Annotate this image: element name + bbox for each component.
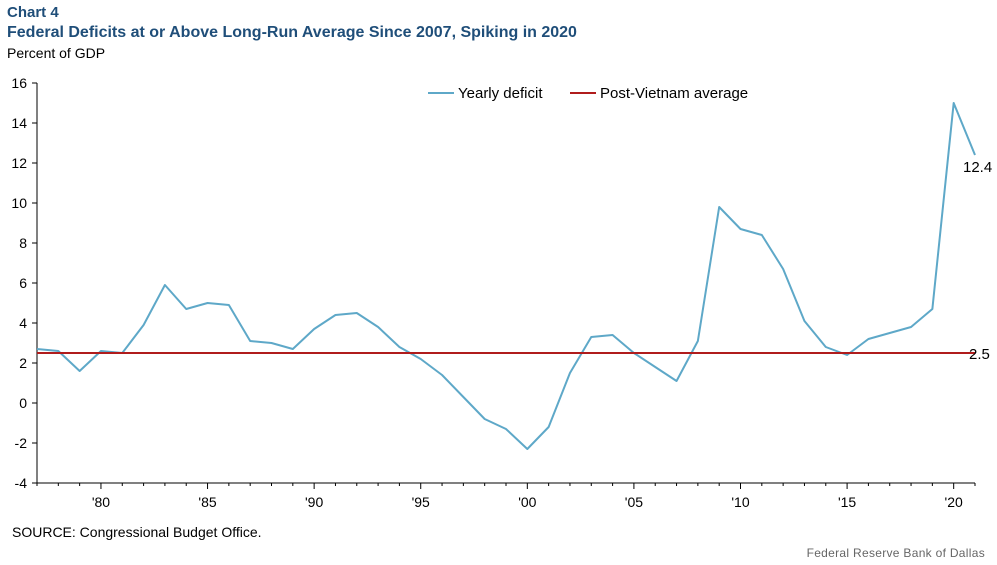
y-tick-label: 6 (19, 275, 27, 291)
x-tick-label: '90 (305, 494, 323, 510)
y-axis: -4 -2 0 2 4 6 8 10 12 14 16 (11, 75, 38, 491)
legend-item-post-vietnam-average-label: Post-Vietnam average (600, 85, 748, 102)
y-tick-label: 10 (11, 195, 27, 211)
x-tick-label: '80 (92, 494, 110, 510)
legend: Yearly deficit Post-Vietnam average (428, 85, 748, 102)
y-tick-label: -4 (15, 475, 28, 491)
end-value-label-average: 2.5 (969, 346, 990, 363)
legend-item-yearly-deficit-label: Yearly deficit (458, 85, 543, 102)
x-tick-label: '05 (625, 494, 643, 510)
x-tick-label: '85 (198, 494, 216, 510)
end-value-label-deficit: 12.4 (963, 159, 992, 176)
chart-title: Federal Deficits at or Above Long-Run Av… (7, 24, 577, 41)
y-tick-label: 14 (11, 115, 27, 131)
y-tick-label: 16 (11, 75, 27, 91)
y-tick-label: 0 (19, 395, 27, 411)
series-lines (36, 102, 976, 450)
x-tick-label: '20 (945, 494, 963, 510)
y-tick-label: 8 (19, 235, 27, 251)
yearly-deficit-line (36, 102, 976, 450)
x-tick-label: '15 (838, 494, 856, 510)
y-tick-label: 4 (19, 315, 27, 331)
x-tick-label: '00 (518, 494, 536, 510)
y-tick-label: 2 (19, 355, 27, 371)
chart-number: Chart 4 (7, 4, 59, 21)
annotations: 12.4 2.5 (963, 159, 992, 363)
x-axis: '80 '85 '90 '95 '00 '05 '10 '15 '20 (36, 482, 976, 510)
y-tick-label: 12 (11, 155, 27, 171)
y-axis-unit: Percent of GDP (7, 45, 106, 61)
x-tick-label: '95 (412, 494, 430, 510)
y-tick-label: -2 (15, 435, 28, 451)
source-note: SOURCE: Congressional Budget Office. (12, 524, 262, 540)
x-tick-label: '10 (731, 494, 749, 510)
credit-line: Federal Reserve Bank of Dallas (806, 546, 985, 560)
